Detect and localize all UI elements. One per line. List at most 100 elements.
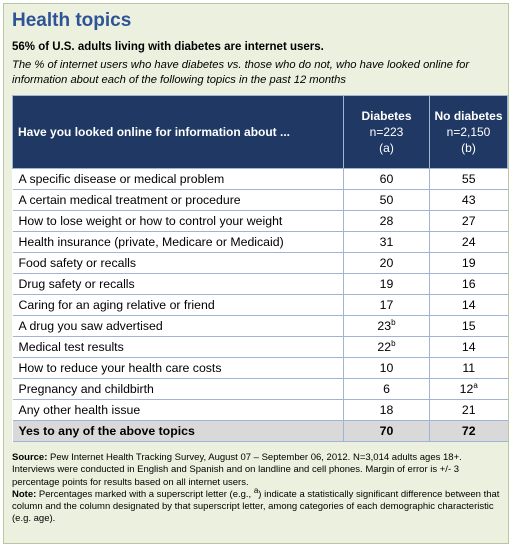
table-row: Pregnancy and childbirth 6 12a bbox=[12, 378, 508, 400]
table-row: How to lose weight or how to control you… bbox=[12, 210, 508, 232]
no-diabetes-value: 12 bbox=[459, 382, 474, 396]
diabetes-value-cell: 20 bbox=[343, 252, 430, 274]
note-text-2: ) indicate a statistically significant d… bbox=[12, 488, 500, 525]
question-header: Have you looked online for information a… bbox=[12, 95, 344, 169]
diabetes-value-cell: 18 bbox=[343, 399, 430, 421]
no-diabetes-value-cell: 27 bbox=[429, 210, 508, 232]
table-row: A drug you saw advertised 23b 15 bbox=[12, 315, 508, 337]
diabetes-value: 60 bbox=[379, 172, 394, 186]
table-row: How to reduce your health care costs 10 11 bbox=[12, 357, 508, 379]
table-row: Health insurance (private, Medicare or M… bbox=[12, 231, 508, 253]
diabetes-value: 31 bbox=[379, 235, 394, 249]
diabetes-value: 23 bbox=[377, 319, 392, 333]
no-diabetes-value-cell: 43 bbox=[429, 189, 508, 211]
figure-description: The % of internet users who have diabete… bbox=[12, 59, 470, 86]
no-diabetes-value-cell: 15 bbox=[429, 315, 508, 337]
no-diabetes-value-cell: 21 bbox=[429, 399, 508, 421]
source-text: Pew Internet Health Tracking Survey, Aug… bbox=[12, 452, 462, 488]
no-diabetes-column-name: No diabetes bbox=[434, 109, 503, 123]
significance-superscript: a bbox=[473, 380, 478, 390]
no-diabetes-value-cell: 14 bbox=[429, 294, 508, 316]
topic-cell: Medical test results bbox=[12, 336, 344, 358]
topic-cell: A drug you saw advertised bbox=[12, 315, 344, 337]
table-row: Food safety or recalls 20 19 bbox=[12, 252, 508, 274]
diabetes-column-code: (a) bbox=[379, 141, 394, 155]
diabetes-value-cell: 31 bbox=[343, 231, 430, 253]
table-row: Drug safety or recalls 19 16 bbox=[12, 273, 508, 295]
no-diabetes-value-cell: 24 bbox=[429, 231, 508, 253]
topic-cell: Drug safety or recalls bbox=[12, 273, 344, 295]
no-diabetes-value: 14 bbox=[461, 298, 476, 312]
diabetes-column-n: n=223 bbox=[369, 125, 404, 139]
no-diabetes-value: 55 bbox=[461, 172, 476, 186]
diabetes-value-cell: 10 bbox=[343, 357, 430, 379]
diabetes-value-cell: 60 bbox=[343, 168, 430, 190]
no-diabetes-value-cell: 55 bbox=[429, 168, 508, 190]
table-row: Caring for an aging relative or friend 17… bbox=[12, 294, 508, 316]
no-diabetes-column-n: n=2,150 bbox=[446, 125, 491, 139]
diabetes-value-cell: 23b bbox=[343, 315, 430, 337]
figure-title: Health topics bbox=[12, 10, 132, 31]
no-diabetes-value: 11 bbox=[462, 361, 476, 375]
diabetes-value-cell: 17 bbox=[343, 294, 430, 316]
total-topic: Yes to any of the above topics bbox=[12, 420, 344, 442]
diabetes-column-name: Diabetes bbox=[361, 109, 412, 123]
no-diabetes-value: 16 bbox=[461, 277, 476, 291]
diabetes-value: 28 bbox=[379, 214, 394, 228]
note-superscript: a bbox=[253, 485, 259, 495]
diabetes-column-header: Diabetes n=223 (a) bbox=[343, 95, 430, 169]
topic-cell: Caring for an aging relative or friend bbox=[12, 294, 344, 316]
table-row: Medical test results 22b 14 bbox=[12, 336, 508, 358]
figure-subtitle: 56% of U.S. adults living with diabetes … bbox=[12, 41, 324, 53]
note-text-1: Percentages marked with a superscript le… bbox=[36, 488, 254, 500]
table-row: A certain medical treatment or procedure… bbox=[12, 189, 508, 211]
diabetes-value: 19 bbox=[379, 277, 394, 291]
no-diabetes-column-code: (b) bbox=[461, 141, 476, 155]
topic-cell: Pregnancy and childbirth bbox=[12, 378, 344, 400]
no-diabetes-column-header: No diabetes n=2,150 (b) bbox=[429, 95, 508, 169]
diabetes-value: 17 bbox=[379, 298, 394, 312]
no-diabetes-value: 43 bbox=[461, 193, 476, 207]
total-diabetes-value: 70 bbox=[343, 420, 430, 442]
note-label: Note: bbox=[12, 488, 37, 500]
topic-cell: How to reduce your health care costs bbox=[12, 357, 344, 379]
diabetes-value-cell: 50 bbox=[343, 189, 430, 211]
table-row: Any other health issue 18 21 bbox=[12, 399, 508, 421]
total-row: Yes to any of the above topics 70 72 bbox=[12, 420, 508, 442]
table-body: A specific disease or medical problem 60 5… bbox=[12, 168, 508, 442]
no-diabetes-value: 15 bbox=[461, 319, 476, 333]
diabetes-value: 6 bbox=[383, 382, 390, 396]
no-diabetes-value-cell: 19 bbox=[429, 252, 508, 274]
topic-cell: How to lose weight or how to control you… bbox=[12, 210, 344, 232]
diabetes-value: 10 bbox=[379, 361, 394, 375]
topic-cell: Any other health issue bbox=[12, 399, 344, 421]
significance-superscript: b bbox=[391, 338, 396, 348]
topic-cell: Food safety or recalls bbox=[12, 252, 344, 274]
source-note: Source: Pew Internet Health Tracking Sur… bbox=[12, 452, 506, 526]
figure-frame: Health topics 56% of U.S. adults living … bbox=[3, 3, 509, 544]
diabetes-value-cell: 22b bbox=[343, 336, 430, 358]
diabetes-value: 20 bbox=[379, 256, 394, 270]
diabetes-value: 18 bbox=[379, 403, 394, 417]
diabetes-value: 50 bbox=[379, 193, 394, 207]
diabetes-value-cell: 19 bbox=[343, 273, 430, 295]
no-diabetes-value-cell: 12a bbox=[429, 378, 508, 400]
diabetes-value-cell: 6 bbox=[343, 378, 430, 400]
table-row: A specific disease or medical problem 60 5… bbox=[12, 168, 508, 190]
table-header-row: Have you looked online for information a… bbox=[12, 95, 508, 169]
source-label: Source: bbox=[12, 452, 48, 463]
no-diabetes-value-cell: 14 bbox=[429, 336, 508, 358]
topic-cell: Health insurance (private, Medicare or M… bbox=[12, 231, 344, 253]
no-diabetes-value: 24 bbox=[461, 235, 476, 249]
no-diabetes-value: 19 bbox=[461, 256, 476, 270]
health-topics-table: Have you looked online for information a… bbox=[12, 95, 508, 442]
no-diabetes-value-cell: 16 bbox=[429, 273, 508, 295]
no-diabetes-value: 27 bbox=[461, 214, 476, 228]
significance-superscript: b bbox=[391, 317, 396, 327]
diabetes-value: 22 bbox=[377, 340, 392, 354]
topic-cell: A specific disease or medical problem bbox=[12, 168, 344, 190]
diabetes-value-cell: 28 bbox=[343, 210, 430, 232]
no-diabetes-value-cell: 11 bbox=[429, 357, 508, 379]
topic-cell: A certain medical treatment or procedure bbox=[12, 189, 344, 211]
no-diabetes-value: 14 bbox=[461, 340, 476, 354]
